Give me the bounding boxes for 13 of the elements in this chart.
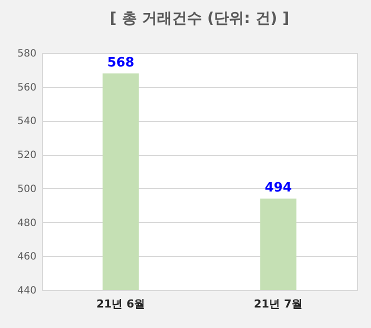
y-tick-label: 540 xyxy=(17,116,36,128)
y-tick-label: 440 xyxy=(17,286,36,296)
chart-title: [ 총 거래건수 (단위: 건) ] xyxy=(110,9,290,27)
y-tick-label: 560 xyxy=(17,82,36,94)
y-tick-label: 580 xyxy=(17,48,36,60)
data-label: 494 xyxy=(264,180,292,196)
data-label: 568 xyxy=(107,55,134,70)
y-tick-label: 520 xyxy=(17,150,36,162)
x-tick-label: 21년 6월 xyxy=(96,298,146,310)
y-tick-label: 500 xyxy=(17,184,36,195)
y-tick-label: 480 xyxy=(17,218,36,229)
y-tick-label: 460 xyxy=(17,252,36,263)
x-tick-label: 21년 7월 xyxy=(254,298,303,310)
